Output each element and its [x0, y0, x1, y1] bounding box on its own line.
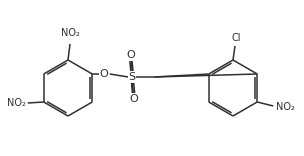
Text: O: O — [100, 69, 109, 79]
Text: Cl: Cl — [231, 33, 241, 43]
Text: O: O — [130, 94, 138, 104]
Text: NO₂: NO₂ — [276, 102, 295, 112]
Text: S: S — [129, 72, 136, 82]
Text: NO₂: NO₂ — [7, 98, 26, 108]
Text: NO₂: NO₂ — [60, 28, 79, 38]
Text: O: O — [126, 50, 135, 60]
